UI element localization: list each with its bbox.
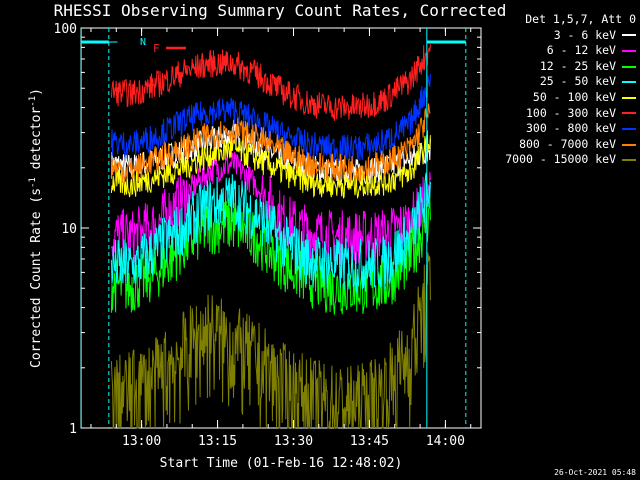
- legend-label: 50 - 100 keV: [532, 89, 616, 104]
- legend-swatch: [622, 127, 636, 130]
- x-tick-label-3: 13:45: [350, 434, 389, 449]
- series-line-8: [110, 252, 431, 429]
- legend-swatch: [622, 34, 636, 37]
- night-marker-label: N: [140, 37, 146, 48]
- legend-item-1: 6 - 12 keV: [505, 43, 636, 59]
- y-axis-label-mid: detector: [29, 107, 44, 178]
- series-layer: [110, 44, 431, 429]
- x-tick-label-1: 13:15: [198, 434, 237, 449]
- legend-item-5: 100 - 300 keV: [505, 106, 636, 122]
- legend-swatch: [622, 81, 636, 84]
- legend-item-6: 300 - 800 keV: [505, 121, 636, 137]
- series-line-7: [110, 103, 431, 183]
- x-axis: 13:00 13:15 13:30 13:45 14:00: [90, 28, 472, 449]
- chart-title: RHESSI Observing Summary Count Rates, Co…: [53, 1, 507, 20]
- legend-label: 3 - 6 keV: [553, 27, 616, 42]
- legend-label: 25 - 50 keV: [539, 74, 616, 89]
- footer-timestamp: 26-Oct-2021 05:48: [554, 468, 636, 477]
- y-axis: 1 10 100: [54, 22, 481, 437]
- x-tick-label-4: 14:00: [426, 434, 465, 449]
- x-tick-label-0: 13:00: [122, 434, 161, 449]
- series-line-4: [110, 130, 431, 199]
- series-line-5: [110, 44, 431, 121]
- legend-swatch: [622, 96, 636, 99]
- series-line-1: [110, 151, 431, 265]
- y-tick-label-0: 1: [69, 422, 77, 437]
- legend-item-4: 50 - 100 keV: [505, 90, 636, 106]
- y-axis-label-text: Corrected Count Rate (s: [29, 188, 44, 368]
- y-axis-sup-1: -1: [28, 177, 38, 188]
- legend-swatch: [622, 143, 636, 146]
- legend-item-3: 25 - 50 keV: [505, 74, 636, 90]
- y-axis-label-end: ): [29, 88, 44, 96]
- legend: Det 1,5,7, Att 0 3 - 6 keV 6 - 12 keV 12 -…: [505, 12, 636, 168]
- legend-swatch: [622, 112, 636, 115]
- y-tick-label-2: 100: [54, 22, 77, 37]
- legend-header: Det 1,5,7, Att 0: [525, 12, 636, 26]
- series-line-3: [110, 172, 431, 293]
- legend-label: 100 - 300 keV: [525, 105, 616, 120]
- series-line-2: [110, 197, 431, 315]
- legend-label: 6 - 12 keV: [546, 43, 616, 58]
- legend-swatch: [622, 65, 636, 68]
- legend-swatch: [622, 159, 636, 162]
- legend-label: 7000 - 15000 keV: [505, 152, 616, 167]
- x-tick-label-2: 13:30: [274, 434, 313, 449]
- legend-label: 300 - 800 keV: [525, 121, 616, 136]
- x-axis-label: Start Time (01-Feb-16 12:48:02): [160, 456, 403, 471]
- legend-item-7: 800 - 7000 keV: [505, 137, 636, 153]
- legend-label: 800 - 7000 keV: [519, 136, 616, 151]
- y-axis-label: Corrected Count Rate (s-1 detector-1): [28, 88, 44, 368]
- flare-flag-label: F: [153, 42, 160, 55]
- legend-item-2: 12 - 25 keV: [505, 59, 636, 75]
- y-axis-sup-2: -1: [28, 96, 38, 107]
- legend-item-0: 3 - 6 keV: [505, 28, 636, 44]
- legend-label: 12 - 25 keV: [539, 58, 616, 73]
- y-tick-label-1: 10: [61, 222, 77, 237]
- legend-swatch: [622, 49, 636, 52]
- legend-item-8: 7000 - 15000 keV: [505, 152, 636, 168]
